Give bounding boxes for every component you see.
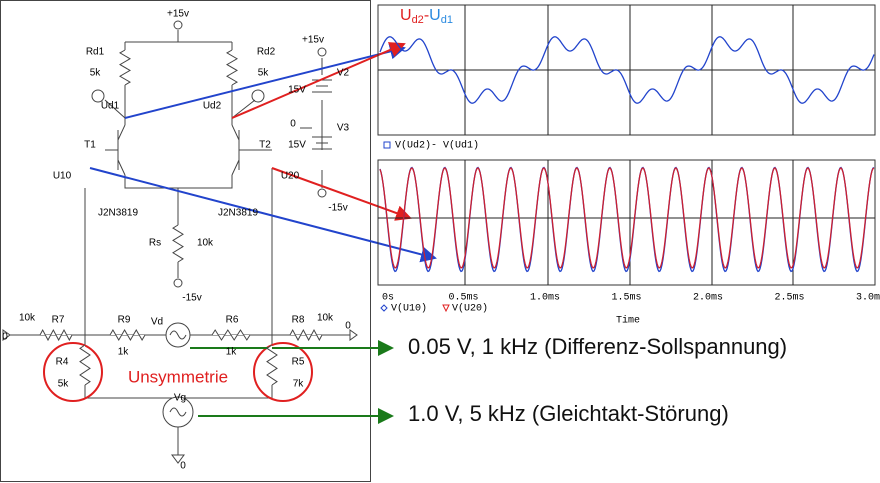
component-label: T1 [84, 140, 96, 151]
x-tick-label: 0s [382, 293, 394, 304]
component-label: 0 [180, 461, 186, 472]
resistor [39, 328, 73, 342]
x-axis-title: Time [616, 315, 640, 327]
component-label: Rs [149, 238, 161, 249]
resistor [79, 344, 91, 386]
component-label: 7k [293, 379, 305, 390]
legend-label: V(U20) [452, 303, 488, 315]
component-label: +15v [167, 9, 189, 20]
resistor [266, 344, 278, 386]
component-label: 1k [226, 347, 238, 358]
component-label: 0 [345, 321, 351, 332]
legend-label: V(Ud2)- V(Ud1) [395, 140, 479, 152]
component-label: R5 [292, 357, 305, 368]
component-label: T2 [259, 140, 271, 151]
component-label: Vg [174, 393, 186, 404]
resistor [119, 49, 131, 86]
component-label: 10k [19, 313, 36, 324]
component-label: 5k [258, 68, 270, 79]
component-label: R4 [56, 357, 69, 368]
resistor [172, 224, 184, 263]
component-label: +15v [302, 35, 324, 46]
component-label: J2N3819 [218, 208, 258, 219]
component-label: 5k [58, 379, 70, 390]
x-tick-label: 3.0ms [856, 293, 880, 304]
resistor [211, 329, 251, 341]
component-label: -15v [182, 293, 201, 304]
component-label: R9 [118, 315, 131, 326]
component-label: Vd [151, 317, 163, 328]
x-tick-label: 1.0ms [530, 293, 560, 304]
waveform [379, 166, 875, 273]
x-tick-label: 2.5ms [774, 293, 804, 304]
component-label: -15v [328, 203, 347, 214]
waveform [379, 167, 875, 269]
component-label: Rd1 [86, 47, 105, 58]
plot: Ud2-Ud1 V(Ud2)- V(Ud1) V(U10) V(U20) Tim… [377, 4, 876, 327]
component-label: Ud2 [203, 101, 222, 112]
component-label: U20 [281, 171, 300, 182]
component-label: V2 [337, 68, 350, 79]
component-label: 10k [197, 238, 214, 249]
component-label: J2N3819 [98, 208, 138, 219]
annotation: 0.05 V, 1 kHz (Differenz-Sollspannung) [408, 334, 787, 359]
resistor [226, 49, 238, 86]
legend-label: V(U10) [391, 303, 427, 315]
component-label: Rd2 [257, 47, 276, 58]
component-label: 10k [317, 313, 334, 324]
resistor [109, 329, 146, 341]
component-label: 5k [90, 68, 102, 79]
component-label: U10 [53, 171, 72, 182]
component-label: 15V [288, 140, 306, 151]
top-label: Ud2-Ud1 [400, 7, 453, 26]
component-label: V3 [337, 123, 350, 134]
x-tick-label: 0.5ms [448, 293, 478, 304]
component-label: 0 [290, 119, 296, 130]
component-label: R6 [226, 315, 239, 326]
component-label: 0 [2, 332, 8, 343]
plot-frame [377, 159, 876, 286]
component-label: 15V [288, 85, 306, 96]
resistor [289, 328, 323, 342]
waveform [379, 36, 875, 104]
x-tick-label: 2.0ms [693, 293, 723, 304]
component-label: R8 [292, 315, 305, 326]
annotation: 1.0 V, 5 kHz (Gleichtakt-Störung) [408, 401, 729, 426]
component-label: Ud1 [101, 101, 120, 112]
x-tick-label: 1.5ms [611, 293, 641, 304]
highlight-circle [43, 342, 103, 402]
component-label: R7 [52, 315, 65, 326]
highlight-circle [253, 342, 313, 402]
asymmetry-label: Unsymmetrie [128, 367, 228, 386]
component-label: 1k [118, 347, 130, 358]
